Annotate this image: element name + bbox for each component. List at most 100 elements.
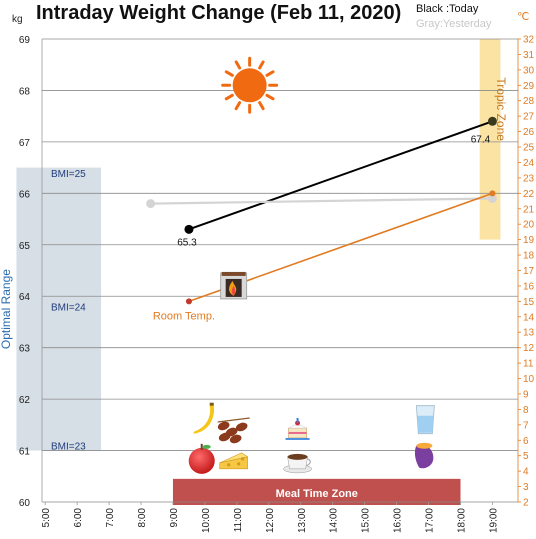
apple-body <box>188 447 215 474</box>
point-yesterday <box>146 199 156 209</box>
y-right-tick: 30 <box>523 65 535 76</box>
y-left-tick: 69 <box>19 35 31 46</box>
y-left-tick: 66 <box>19 189 31 200</box>
y-right-tick: 7 <box>523 420 529 431</box>
y-left-tick: 64 <box>19 292 31 303</box>
cake-icon <box>285 417 310 440</box>
sun-icon <box>221 56 279 114</box>
y-right-tick: 27 <box>523 112 535 123</box>
coffee-handle <box>306 458 311 467</box>
cheese-hole <box>241 457 245 461</box>
meal-time-zone-label: Meal Time Zone <box>276 488 358 500</box>
x-tick: 13:00 <box>297 508 308 533</box>
y-right-tick: 20 <box>523 220 535 231</box>
y-right-tick: 2 <box>523 498 529 509</box>
sun-ray <box>234 101 242 111</box>
y-right-tick: 8 <box>523 405 529 416</box>
bmi-label: BMI=23 <box>51 441 86 452</box>
banana-icon <box>193 402 215 434</box>
glass-water <box>417 415 434 433</box>
y-right-tick: 10 <box>523 374 535 385</box>
y-left-tick: 65 <box>19 241 31 252</box>
y-right-tick: 32 <box>523 35 535 46</box>
date-fruit <box>217 421 230 431</box>
y-right-tick: 28 <box>523 96 535 107</box>
coffee-icon <box>283 453 312 474</box>
sun-ray <box>258 101 265 111</box>
y-left-tick: 61 <box>19 447 31 458</box>
data-label-today: 65.3 <box>177 237 197 248</box>
x-tick: 18:00 <box>456 508 467 533</box>
x-tick: 14:00 <box>329 508 340 533</box>
y-right-tick: 14 <box>523 312 535 323</box>
bmi-label: BMI=24 <box>51 303 86 314</box>
series-line-yesterday <box>150 197 493 205</box>
date-fruit <box>218 432 231 442</box>
point-today <box>487 116 497 126</box>
right-axis-unit: ℃ <box>517 11 529 23</box>
sun-ray <box>258 60 265 70</box>
point-room_temp <box>185 298 192 305</box>
sweet-potato-icon <box>414 442 434 469</box>
x-tick: 7:00 <box>105 508 116 528</box>
point-today <box>184 224 194 234</box>
coffee-liquid <box>287 453 308 460</box>
fireplace-mantel <box>221 271 246 276</box>
x-tick: 19:00 <box>488 508 499 533</box>
chart-title: Intraday Weight Change (Feb 11, 2020) <box>36 2 401 24</box>
x-tick: 16:00 <box>393 508 404 533</box>
dates-icon <box>217 417 250 444</box>
x-tick: 6:00 <box>73 508 84 528</box>
x-tick: 17:00 <box>425 508 436 533</box>
fireplace-flame-core <box>231 285 236 296</box>
y-left-tick: 68 <box>19 86 31 97</box>
tropic-zone-label: Tropic Zone <box>494 77 508 141</box>
sun-ray <box>224 93 234 101</box>
y-left-tick: 62 <box>19 395 31 406</box>
cheese-icon <box>219 452 249 470</box>
y-left-tick: 63 <box>19 344 31 355</box>
y-right-tick: 25 <box>523 143 535 154</box>
room-temp-label: Room Temp. <box>153 310 215 322</box>
cheese-hole <box>227 463 231 467</box>
y-right-tick: 26 <box>523 127 535 138</box>
sun-disk <box>232 68 267 103</box>
point-yesterday <box>487 193 497 203</box>
x-tick: 10:00 <box>201 508 212 533</box>
cheese-top <box>219 452 249 464</box>
sweet-potato-skin <box>414 444 434 469</box>
band-tropic <box>479 39 501 240</box>
sun-ray <box>224 70 234 77</box>
y-right-tick: 31 <box>523 50 535 61</box>
point-room_temp <box>489 190 496 197</box>
left-axis-unit: kg <box>12 14 23 25</box>
y-right-tick: 21 <box>523 204 535 215</box>
water-glass-icon <box>415 405 435 435</box>
data-label-today: 67.4 <box>471 134 491 145</box>
sun-ray <box>234 60 242 70</box>
bmi-label: BMI=25 <box>51 169 86 180</box>
dates-branch <box>217 417 250 423</box>
x-tick: 5:00 <box>41 508 52 528</box>
y-right-tick: 3 <box>523 482 529 493</box>
y-right-tick: 5 <box>523 451 529 462</box>
apple-stem <box>200 443 203 450</box>
y-right-tick: 24 <box>523 158 535 169</box>
meal-time-zone-bar <box>172 481 461 505</box>
x-tick: 11:00 <box>233 508 244 533</box>
x-tick: 15:00 <box>361 508 372 533</box>
x-tick: 8:00 <box>137 508 148 528</box>
sweet-potato-flesh <box>416 442 433 449</box>
sun-ray <box>265 93 275 101</box>
legend-today: Black :Today <box>416 3 479 15</box>
band-optimal <box>16 167 102 451</box>
cake-plate <box>285 437 310 440</box>
y-right-tick: 18 <box>523 251 535 262</box>
optimal-range-label: Optimal Range <box>0 269 13 349</box>
y-right-tick: 13 <box>523 328 535 339</box>
apple-leaf <box>202 444 211 449</box>
apple-icon <box>188 443 215 474</box>
y-right-tick: 6 <box>523 436 529 447</box>
y-right-tick: 29 <box>523 81 535 92</box>
